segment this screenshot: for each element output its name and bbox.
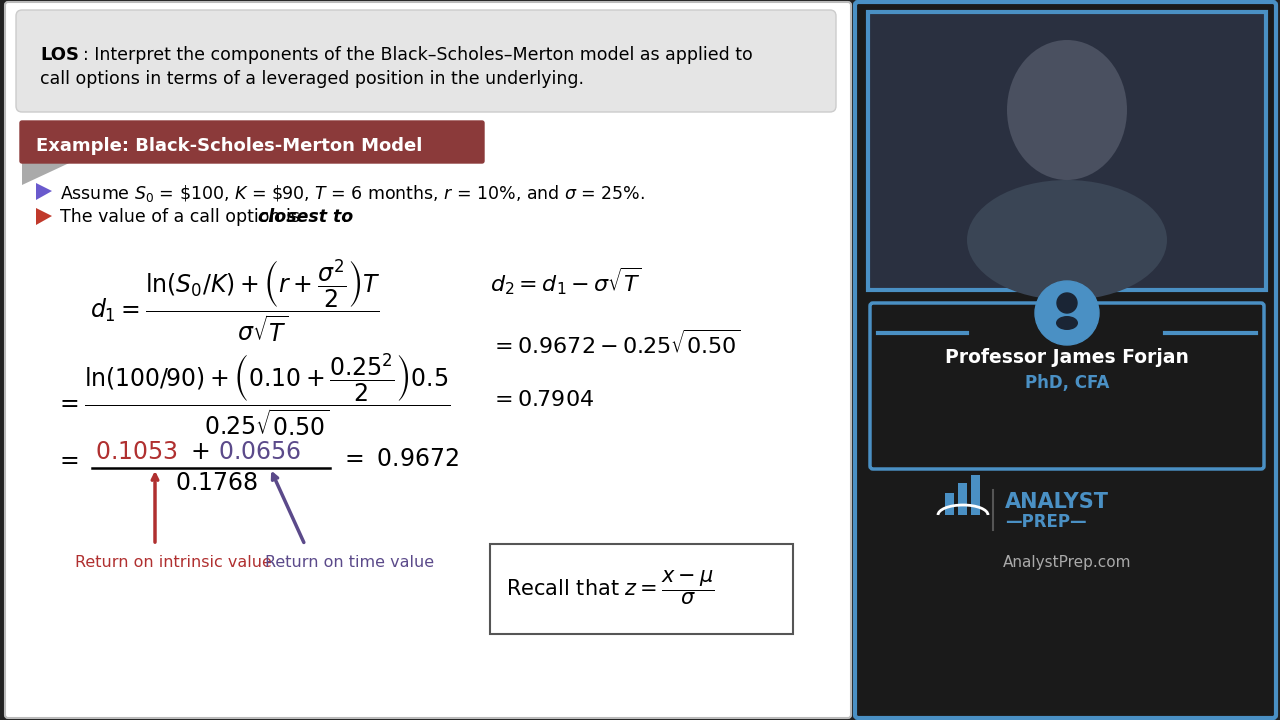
Text: : Interpret the components of the Black–Scholes–Merton model as applied to: : Interpret the components of the Black–… — [83, 46, 753, 64]
Circle shape — [1036, 281, 1100, 345]
Text: PhD, CFA: PhD, CFA — [1025, 374, 1110, 392]
Text: Professor James Forjan: Professor James Forjan — [945, 348, 1189, 367]
Text: ANALYST: ANALYST — [1005, 492, 1108, 512]
Text: LOS: LOS — [40, 46, 79, 64]
FancyBboxPatch shape — [20, 121, 484, 163]
Text: $=\ 0.9672$: $=\ 0.9672$ — [340, 447, 460, 471]
Text: $d_2 = d_1 - \sigma\sqrt{T}$: $d_2 = d_1 - \sigma\sqrt{T}$ — [490, 265, 643, 297]
Text: Return on intrinsic value: Return on intrinsic value — [76, 555, 271, 570]
Text: closest to: closest to — [259, 208, 353, 226]
Text: $0.1053$: $0.1053$ — [95, 440, 178, 464]
Text: $= 0.9672 - 0.25\sqrt{0.50}$: $= 0.9672 - 0.25\sqrt{0.50}$ — [490, 330, 741, 359]
Text: $d_1 = \dfrac{\ln(S_0/K) + \left(r + \dfrac{\sigma^2}{2}\right)T}{\sigma\sqrt{T}: $d_1 = \dfrac{\ln(S_0/K) + \left(r + \df… — [90, 258, 381, 344]
Text: $= \dfrac{\ln(100/90) + \left(0.10 + \dfrac{0.25^2}{2}\right)0.5}{0.25\sqrt{0.50: $= \dfrac{\ln(100/90) + \left(0.10 + \df… — [55, 352, 451, 438]
Text: Return on time value: Return on time value — [265, 555, 434, 570]
Text: $0.0656$: $0.0656$ — [218, 440, 301, 464]
Text: Example: Black-Scholes-Merton Model: Example: Black-Scholes-Merton Model — [36, 137, 422, 155]
Text: The value of a call option is: The value of a call option is — [60, 208, 306, 226]
FancyBboxPatch shape — [957, 483, 966, 515]
Polygon shape — [36, 183, 52, 200]
Text: Recall that $z = \dfrac{x - \mu}{\sigma}$: Recall that $z = \dfrac{x - \mu}{\sigma}… — [506, 568, 714, 606]
Text: $0.1768$: $0.1768$ — [175, 471, 259, 495]
FancyBboxPatch shape — [5, 2, 851, 718]
Ellipse shape — [1056, 316, 1078, 330]
Polygon shape — [22, 158, 79, 185]
FancyBboxPatch shape — [15, 10, 836, 112]
Text: $=$: $=$ — [55, 447, 79, 471]
Text: $= 0.7904$: $= 0.7904$ — [490, 390, 594, 410]
Circle shape — [1057, 293, 1076, 313]
Text: call options in terms of a leveraged position in the underlying.: call options in terms of a leveraged pos… — [40, 70, 584, 88]
FancyBboxPatch shape — [972, 475, 980, 515]
Ellipse shape — [1007, 40, 1126, 180]
Ellipse shape — [966, 180, 1167, 300]
FancyBboxPatch shape — [868, 12, 1266, 290]
FancyBboxPatch shape — [945, 493, 954, 515]
Text: $+$: $+$ — [189, 440, 209, 464]
FancyBboxPatch shape — [870, 303, 1265, 469]
Text: Assume $S_0$ = \$100, $K$ = \$90, $T$ = 6 months, $r$ = 10%, and $\sigma$ = 25%.: Assume $S_0$ = \$100, $K$ = \$90, $T$ = … — [60, 183, 645, 204]
FancyBboxPatch shape — [490, 544, 794, 634]
Text: —PREP—: —PREP— — [1005, 513, 1087, 531]
FancyBboxPatch shape — [855, 2, 1276, 718]
Text: AnalystPrep.com: AnalystPrep.com — [1002, 555, 1132, 570]
Polygon shape — [36, 208, 52, 225]
Text: :: : — [342, 208, 348, 226]
